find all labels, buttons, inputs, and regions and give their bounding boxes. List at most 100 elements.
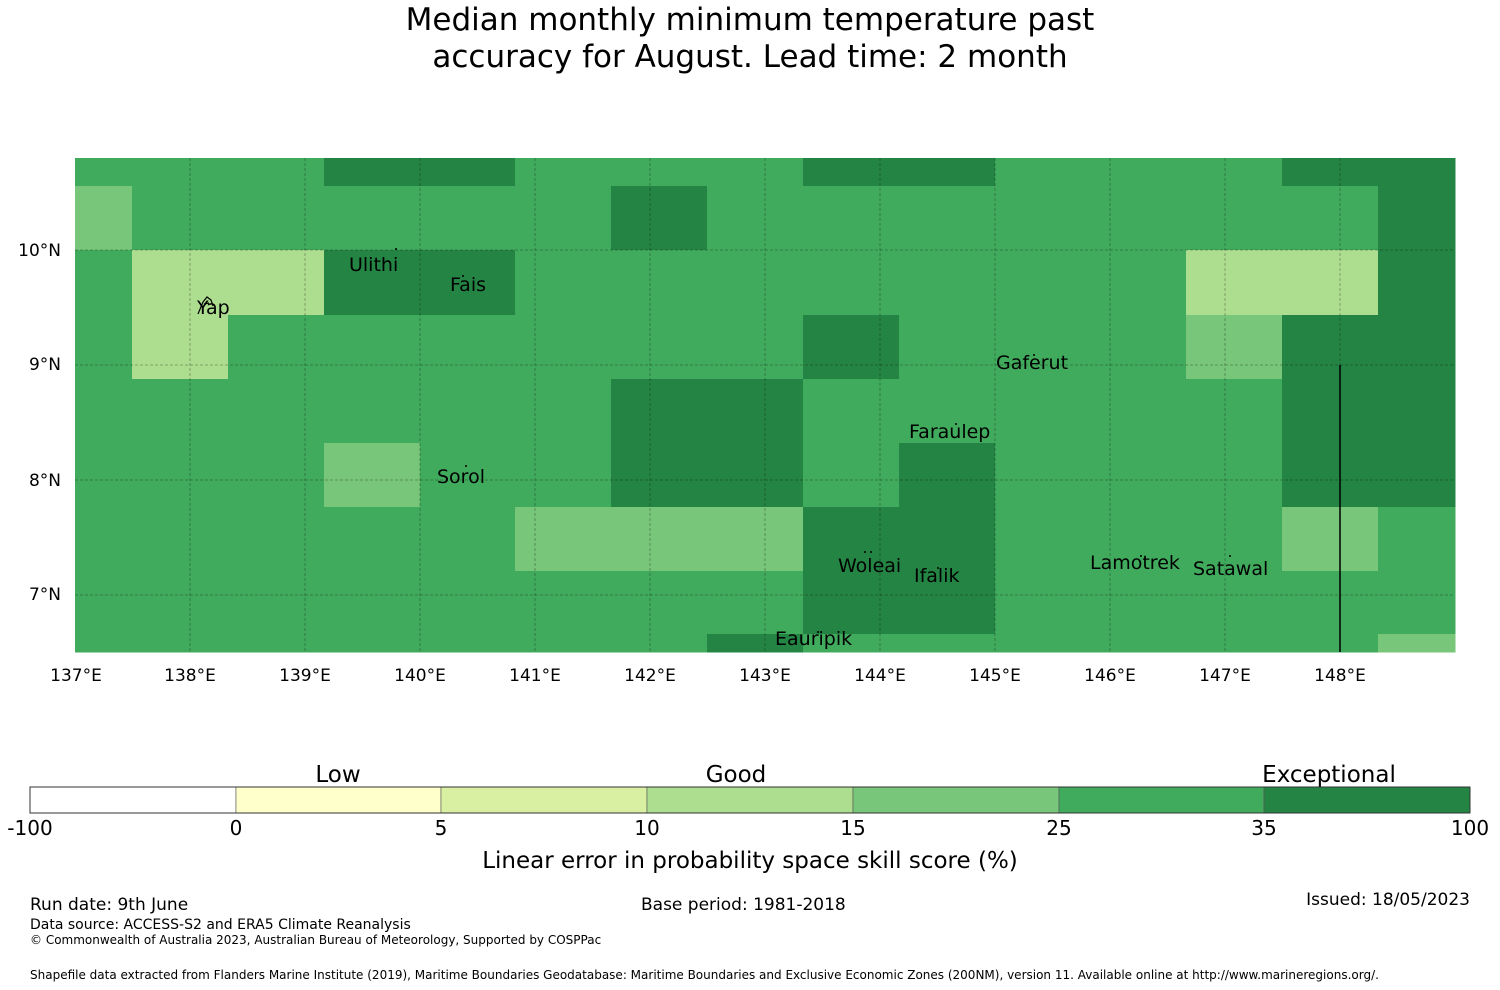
lat-label-9n: 9°N	[29, 355, 61, 375]
grid-cell	[75, 507, 133, 572]
grid-cell	[1378, 507, 1456, 572]
faraulep-atoll-mark	[955, 423, 957, 425]
lon-label-138e: 138°E	[164, 666, 216, 686]
grid-cell	[899, 250, 996, 316]
lat-label-10n: 10°N	[18, 241, 61, 261]
grid-cell	[515, 507, 612, 572]
grid-cell	[132, 158, 229, 187]
base-period: Base period: 1981-2018	[641, 895, 846, 915]
grid-cell	[707, 443, 804, 508]
colorbar-segment	[1263, 786, 1471, 814]
grid-cell	[420, 186, 516, 251]
grid-cell	[1378, 315, 1456, 380]
colorbar-tick-label: 100	[1451, 816, 1489, 840]
data-source: Data source: ACCESS-S2 and ERA5 Climate …	[30, 917, 411, 933]
colorbar-tick-label: 0	[230, 816, 243, 840]
copyright-notice: © Commonwealth of Australia 2023, Austra…	[30, 933, 602, 947]
grid-cell	[611, 443, 708, 508]
grid-cell	[611, 186, 708, 251]
grid-cell	[1090, 634, 1187, 653]
yap-island-outline	[197, 296, 214, 315]
colorbar-tick-label: 35	[1251, 816, 1276, 840]
grid-cell	[899, 315, 996, 380]
grid-cell	[1186, 158, 1283, 187]
grid-cell	[1378, 186, 1456, 251]
grid-cell	[1378, 443, 1456, 508]
grid-cell	[611, 250, 708, 316]
grid-cell	[132, 507, 229, 572]
grid-cell	[1282, 379, 1379, 444]
grid-cell	[707, 158, 804, 187]
grid-cell	[515, 443, 612, 508]
grid-cell	[803, 250, 900, 316]
lon-label-144e: 144°E	[854, 666, 906, 686]
colorbar-segment	[646, 786, 854, 814]
grid-cell	[1090, 315, 1187, 380]
grid-cell	[803, 507, 900, 572]
grid-cell	[899, 571, 996, 635]
grid-cell	[1282, 507, 1379, 572]
grid-cell	[803, 443, 900, 508]
grid-cell	[228, 158, 325, 187]
colorbar-segment	[440, 786, 648, 814]
colorbar-axis-label: Linear error in probability space skill …	[482, 848, 1018, 874]
grid-cell	[707, 634, 804, 653]
ifalik-atoll-mark	[937, 567, 939, 569]
skill-grid	[75, 158, 1456, 653]
grid-cell	[1378, 250, 1456, 316]
grid-cell	[1378, 571, 1456, 635]
colorbar-tick-label: 10	[634, 816, 659, 840]
lon-label-137e: 137°E	[50, 666, 102, 686]
grid-cell	[515, 634, 612, 653]
lon-label-146e: 146°E	[1084, 666, 1136, 686]
grid-cell	[1378, 634, 1456, 653]
grid-cell	[899, 186, 996, 251]
grid-cell	[899, 634, 996, 653]
grid-cell	[1090, 571, 1187, 635]
grid-cell	[324, 634, 421, 653]
grid-cell	[1090, 186, 1187, 251]
grid-cell	[995, 443, 1091, 508]
grid-cell	[995, 379, 1091, 444]
lon-label-143e: 143°E	[739, 666, 791, 686]
grid-cell	[899, 379, 996, 444]
title-line-1: Median monthly minimum temperature past	[405, 2, 1095, 38]
grid-cell	[75, 571, 133, 635]
lon-label-139e: 139°E	[279, 666, 331, 686]
grid-cell	[75, 250, 133, 316]
grid-cell	[324, 186, 421, 251]
grid-cell	[1186, 250, 1283, 316]
grid-cell	[899, 443, 996, 508]
grid-cell	[420, 250, 516, 316]
satawal-island-mark	[1229, 555, 1231, 557]
grid-cell	[1090, 158, 1187, 187]
lat-label-7n: 7°N	[29, 585, 61, 605]
grid-cell	[1090, 443, 1187, 508]
place-label-woleai: Woleai	[838, 555, 901, 577]
grid-cell	[1186, 379, 1283, 444]
grid-cell	[420, 634, 516, 653]
grid-cell	[132, 379, 229, 444]
grid-cell	[995, 634, 1091, 653]
place-label-fais: Fais	[450, 274, 486, 296]
grid-cell	[324, 571, 421, 635]
grid-cell	[324, 315, 421, 380]
lon-label-148e: 148°E	[1314, 666, 1366, 686]
grid-cell	[75, 186, 133, 251]
grid-cell	[228, 186, 325, 251]
grid-cell	[611, 571, 708, 635]
grid-cell	[803, 379, 900, 444]
grid-cell	[228, 571, 325, 635]
grid-cell	[228, 379, 325, 444]
ulithi-atoll-mark	[395, 248, 397, 250]
grid-cell	[803, 315, 900, 380]
grid-cell	[707, 315, 804, 380]
grid-cell	[515, 186, 612, 251]
grid-cell	[228, 250, 325, 316]
grid-cell	[611, 315, 708, 380]
lon-label-141e: 141°E	[509, 666, 561, 686]
colorbar-tick-label: 5	[435, 816, 448, 840]
place-label-gaferut: Gaferut	[996, 352, 1068, 374]
title-line-2: accuracy for August. Lead time: 2 month	[432, 39, 1068, 75]
